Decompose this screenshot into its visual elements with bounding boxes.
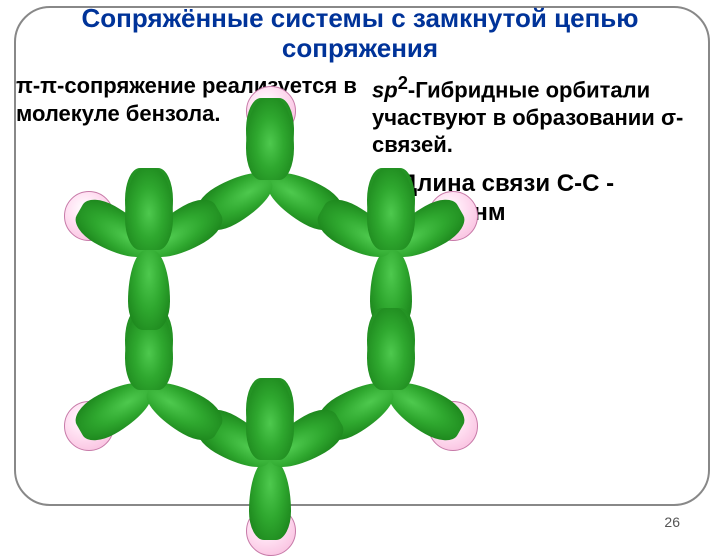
slide-number: 26	[664, 514, 680, 530]
slide-title: Сопряжённые системы с замкнутой цепью со…	[0, 4, 720, 64]
right-paragraph: sp2-Гибридные орбитали участвуют в образ…	[372, 72, 712, 159]
p-orbital-lobe-bottom	[125, 168, 173, 250]
slide: Сопряжённые системы с замкнутой цепью со…	[0, 0, 720, 540]
sp-text: sp	[372, 77, 398, 102]
sp2-lobe	[128, 250, 170, 330]
p-orbital-lobe-bottom	[246, 98, 294, 180]
left-paragraph: π-π-сопряжение реализуется в молекуле бе…	[16, 72, 366, 127]
p-orbital-lobe-bottom	[367, 308, 415, 390]
title-line2: сопряжения	[282, 33, 438, 63]
right-rest: -Гибридные орбитали участвуют в образова…	[372, 77, 683, 157]
title-line1: Сопряжённые системы с замкнутой цепью	[82, 3, 639, 33]
p-orbital-lobe-bottom	[246, 378, 294, 460]
sp-sup: 2	[398, 72, 408, 93]
bond-length-l1: Длина связи С-С -	[400, 170, 614, 197]
p-orbital-lobe-bottom	[367, 168, 415, 250]
sp2-lobe	[249, 460, 291, 540]
